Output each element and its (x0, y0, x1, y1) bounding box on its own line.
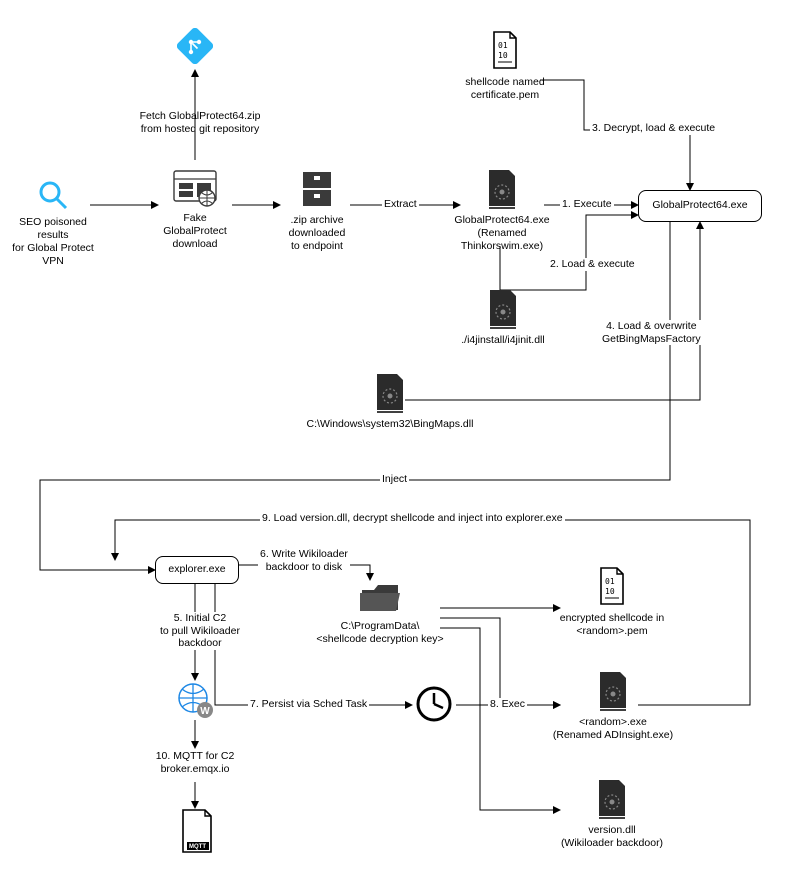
edge-write6: 6. Write Wikiloader backdoor to disk (258, 548, 350, 573)
node-gp64-box: GlobalProtect64.exe (638, 190, 762, 222)
mqtt-badge: MQTT (189, 844, 206, 850)
gp64a-text: GlobalProtect64.exe (Renamed Thinkorswim… (452, 214, 552, 253)
edge-persist7: 7. Persist via Sched Task (248, 698, 369, 711)
explorer-text: explorer.exe (168, 563, 225, 576)
edge-extract: Extract (382, 198, 419, 211)
seo-text: SEO poisoned results for Global Protect … (8, 216, 98, 269)
bing-text: C:\Windows\system32\BingMaps.dll (290, 418, 490, 431)
binary-doc-icon-2: 01 10 (595, 566, 629, 608)
node-mqtt: MQTT (175, 808, 219, 860)
edge-inject: Inject (380, 473, 409, 486)
version-text: version.dll (Wikiloader backdoor) (552, 824, 672, 850)
edge-load2: 2. Load & execute (548, 258, 637, 271)
label-mqtt: 10. MQTT for C2 broker.emqx.io (140, 750, 250, 776)
node-gp64-exe: GlobalProtect64.exe (Renamed Thinkorswim… (452, 168, 552, 253)
gp64b-text: GlobalProtect64.exe (652, 199, 747, 212)
edge-over4: 4. Load & overwrite GetBingMapsFactory (600, 320, 703, 345)
node-zip: .zip archive downloaded to endpoint (272, 170, 362, 253)
folder-icon (358, 580, 402, 616)
node-cert: 01 10 shellcode named certificate.pem (450, 30, 560, 102)
node-progdata: C:\ProgramData\ <shellcode decryption ke… (310, 580, 450, 646)
i4j-text: ./i4jinstall/i4jinit.dll (448, 334, 558, 347)
svg-text:01: 01 (498, 41, 508, 50)
node-version: version.dll (Wikiloader backdoor) (552, 778, 672, 850)
svg-text:01: 01 (605, 577, 615, 586)
archive-icon (301, 170, 333, 210)
edge-exec8: 8. Exec (488, 698, 527, 711)
fetch-text: Fetch GlobalProtect64.zip from hosted gi… (120, 110, 280, 136)
edge-load9: 9. Load version.dll, decrypt shellcode a… (260, 512, 565, 525)
node-bing: C:\Windows\system32\BingMaps.dll (290, 372, 490, 431)
node-randexe: <random>.exe (Renamed ADInsight.exe) (548, 670, 678, 742)
svg-text:W: W (200, 706, 210, 717)
edge-c2-5: 5. Initial C2 to pull Wikiloader backdoo… (158, 612, 242, 650)
node-fake-download: Fake GlobalProtect download (155, 170, 235, 251)
git-icon (177, 28, 213, 64)
search-icon (36, 178, 70, 212)
dll-gear-icon-3 (595, 778, 629, 820)
node-git (175, 28, 215, 68)
node-i4j: ./i4jinstall/i4jinit.dll (448, 288, 558, 347)
node-encpem: 01 10 encrypted shellcode in <random>.pe… (552, 566, 672, 638)
binary-doc-icon: 01 10 (488, 30, 522, 72)
randexe-text: <random>.exe (Renamed ADInsight.exe) (548, 716, 678, 742)
node-clock (412, 684, 456, 728)
svg-text:10: 10 (605, 587, 615, 596)
browser-globe-icon (173, 170, 217, 208)
edge-execute: 1. Execute (560, 198, 614, 211)
cert-text: shellcode named certificate.pem (450, 76, 560, 102)
label-fetch: Fetch GlobalProtect64.zip from hosted gi… (120, 110, 280, 136)
exe-gear-icon (485, 168, 519, 210)
exe-gear-icon-2 (596, 670, 630, 712)
mqtt-label-text: 10. MQTT for C2 broker.emqx.io (140, 750, 250, 776)
fake-text: Fake GlobalProtect download (155, 212, 235, 251)
wordpress-globe-icon: W (175, 680, 215, 720)
encpem-text: encrypted shellcode in <random>.pem (552, 612, 672, 638)
progdata-text: C:\ProgramData\ <shellcode decryption ke… (310, 620, 450, 646)
node-wordpress: W (175, 680, 215, 724)
node-seo: SEO poisoned results for Global Protect … (8, 178, 98, 269)
svg-text:10: 10 (498, 51, 508, 60)
dll-gear-icon (486, 288, 520, 330)
dll-gear-icon-2 (373, 372, 407, 414)
edge-decrypt3: 3. Decrypt, load & execute (590, 122, 717, 135)
clock-icon (414, 684, 454, 724)
node-explorer: explorer.exe (155, 556, 239, 584)
zip-text: .zip archive downloaded to endpoint (272, 214, 362, 253)
